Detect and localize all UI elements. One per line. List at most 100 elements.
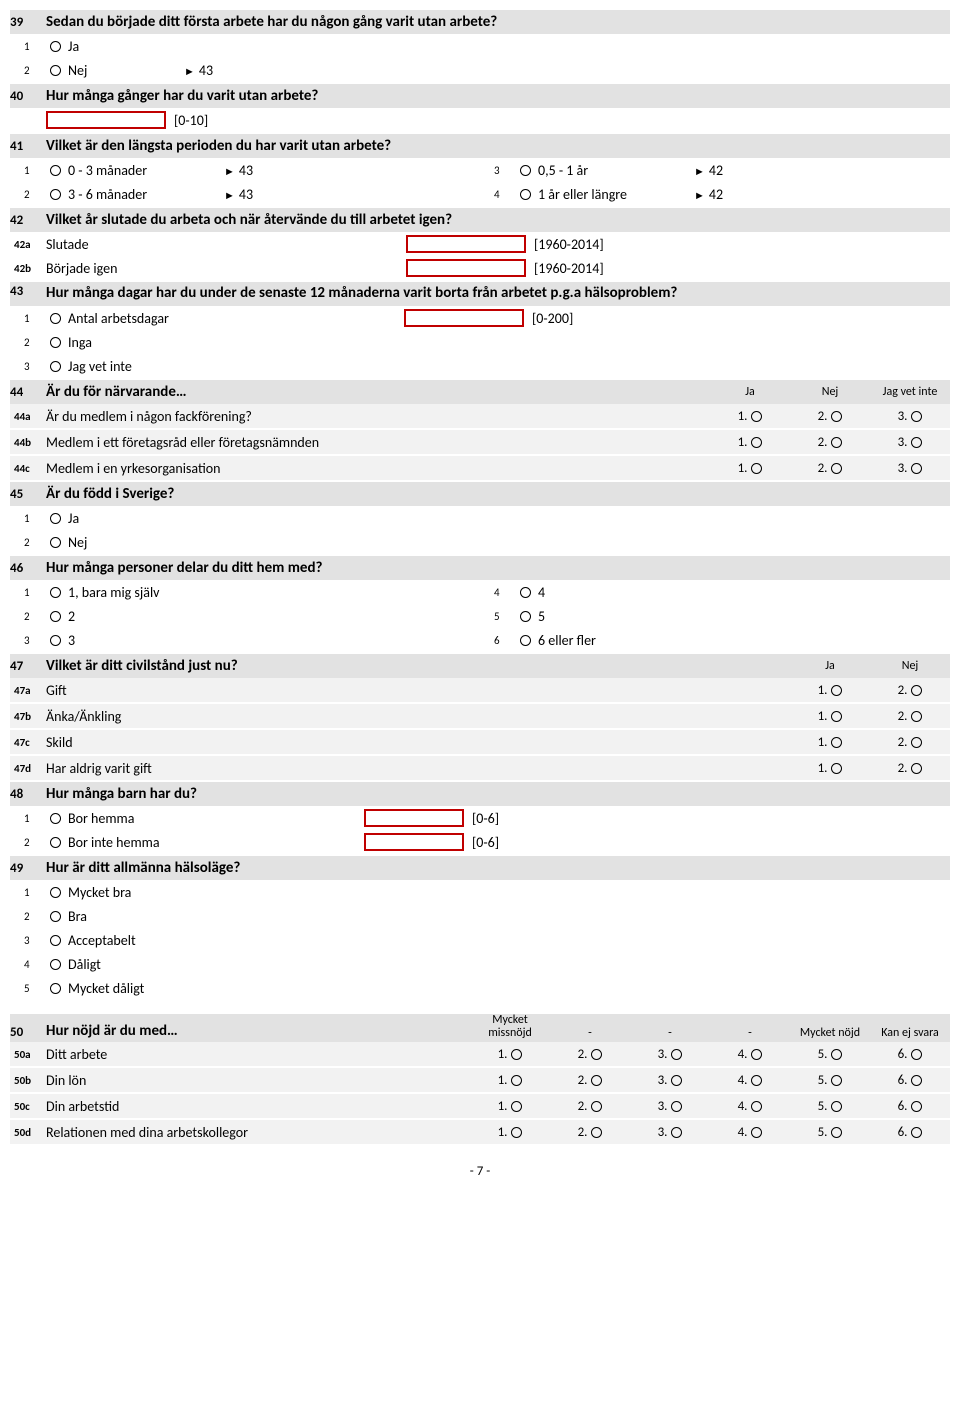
grid-cell[interactable]: 3. [870, 409, 950, 424]
grid-cell[interactable]: 5. [790, 1073, 870, 1088]
grid-cell[interactable]: 1. [470, 1099, 550, 1114]
cell-value: 2. [818, 435, 828, 450]
q42b-input[interactable] [406, 259, 526, 277]
grid-cell[interactable]: 2. [790, 461, 870, 476]
grid-cell[interactable]: 2. [550, 1047, 630, 1062]
grid-cell[interactable]: 1. [710, 461, 790, 476]
q42a-label: Slutade [46, 236, 406, 253]
q46-num: 46 [10, 561, 46, 576]
grid-cell[interactable]: 6. [870, 1073, 950, 1088]
q43-opt3-radio[interactable] [46, 359, 64, 373]
grid-cell[interactable]: 3. [630, 1047, 710, 1062]
opt-radio[interactable] [46, 933, 64, 947]
question-43: 43 Hur många dagar har du under de senas… [10, 282, 950, 378]
q42a-input[interactable] [406, 235, 526, 253]
q46-opt1-radio[interactable] [46, 585, 64, 599]
q43-opt1-radio[interactable] [46, 311, 64, 325]
q48-opt1-radio[interactable] [46, 811, 64, 825]
grid-cell[interactable]: 5. [790, 1047, 870, 1062]
grid-cell[interactable]: 1. [790, 709, 870, 724]
grid-cell[interactable]: 1. [790, 735, 870, 750]
q45-opt1-radio[interactable] [46, 511, 64, 525]
q39-opt1-radio[interactable] [46, 39, 64, 53]
opt-num: 2 [10, 910, 46, 923]
grid-cell[interactable]: 2. [550, 1073, 630, 1088]
grid-cell[interactable]: 4. [710, 1073, 790, 1088]
grid-cell[interactable]: 1. [470, 1047, 550, 1062]
q48-opt1-input[interactable] [364, 809, 464, 827]
grid-cell[interactable]: 3. [630, 1099, 710, 1114]
q48-opt2-input[interactable] [364, 833, 464, 851]
q50-hdr-4: Mycket nöjd [790, 1026, 870, 1040]
question-39: 39 Sedan du började ditt första arbete h… [10, 10, 950, 82]
q41-opt2-radio[interactable] [46, 187, 64, 201]
q41-opt3-radio[interactable] [516, 163, 534, 177]
q40-hint: [0-10] [174, 112, 208, 129]
q39-opt1-label: Ja [64, 38, 950, 55]
opt-radio[interactable] [46, 981, 64, 995]
grid-cell[interactable]: 2. [870, 735, 950, 750]
grid-cell[interactable]: 2. [790, 409, 870, 424]
cell-value: 2. [578, 1099, 588, 1114]
grid-cell[interactable]: 1. [790, 761, 870, 776]
grid-cell[interactable]: 1. [470, 1125, 550, 1140]
grid-cell[interactable]: 2. [790, 435, 870, 450]
grid-cell[interactable]: 1. [710, 409, 790, 424]
grid-cell[interactable]: 2. [870, 709, 950, 724]
q46-opt3-radio[interactable] [46, 633, 64, 647]
grid-cell[interactable]: 3. [870, 461, 950, 476]
grid-cell[interactable]: 3. [870, 435, 950, 450]
grid-cell[interactable]: 4. [710, 1125, 790, 1140]
grid-cell[interactable]: 6. [870, 1125, 950, 1140]
grid-cell[interactable]: 5. [790, 1099, 870, 1114]
grid-row: 47dHar aldrig varit gift1.2. [10, 756, 950, 780]
q43-opt3-num: 3 [10, 360, 46, 373]
q41-opt1-radio[interactable] [46, 163, 64, 177]
q42b-num: 42b [10, 262, 46, 275]
grid-cell[interactable]: 3. [630, 1125, 710, 1140]
grid-cell[interactable]: 6. [870, 1099, 950, 1114]
question-48: 48 Hur många barn har du? 1 Bor hemma [0… [10, 782, 950, 854]
q48-opt2-num: 2 [10, 836, 46, 849]
cell-value: 1. [498, 1073, 508, 1088]
grid-cell[interactable]: 4. [710, 1099, 790, 1114]
q46-opt6-radio[interactable] [516, 633, 534, 647]
row-num: 44c [10, 462, 46, 475]
q46-opt4-radio[interactable] [516, 585, 534, 599]
q46-opt2-label: 2 [64, 608, 480, 625]
q40-input[interactable] [46, 111, 166, 129]
q50-text: Hur nöjd är du med… [46, 1022, 470, 1040]
grid-cell[interactable]: 2. [550, 1099, 630, 1114]
q46-opt6-label: 6 eller fler [534, 632, 950, 649]
grid-cell[interactable]: 4. [710, 1047, 790, 1062]
q46-opt5-radio[interactable] [516, 609, 534, 623]
cell-value: 3. [658, 1047, 668, 1062]
q39-opt2-radio[interactable] [46, 63, 64, 77]
cell-value: 2. [818, 409, 828, 424]
grid-cell[interactable]: 6. [870, 1047, 950, 1062]
opt-radio[interactable] [46, 909, 64, 923]
q46-opt2-num: 2 [10, 610, 46, 623]
q41-opt4-radio[interactable] [516, 187, 534, 201]
grid-row: 50bDin lön1.2.3.4.5.6. [10, 1068, 950, 1092]
opt-radio[interactable] [46, 957, 64, 971]
q43-opt1-input[interactable] [404, 309, 524, 327]
opt-radio[interactable] [46, 885, 64, 899]
q39-text: Sedan du började ditt första arbete har … [46, 13, 497, 31]
q48-opt2-radio[interactable] [46, 835, 64, 849]
grid-cell[interactable]: 3. [630, 1073, 710, 1088]
grid-cell[interactable]: 2. [550, 1125, 630, 1140]
grid-cell[interactable]: 2. [870, 683, 950, 698]
cell-value: 2. [898, 709, 908, 724]
q46-opt2-radio[interactable] [46, 609, 64, 623]
q43-opt2-radio[interactable] [46, 335, 64, 349]
grid-cell[interactable]: 1. [710, 435, 790, 450]
q43-opt1-hint: [0-200] [532, 310, 573, 327]
grid-cell[interactable]: 1. [470, 1073, 550, 1088]
q41-opt2-label: 3 - 6 månader [64, 186, 224, 203]
grid-cell[interactable]: 1. [790, 683, 870, 698]
q45-opt2-radio[interactable] [46, 535, 64, 549]
q41-opt1-label: 0 - 3 månader [64, 162, 224, 179]
grid-cell[interactable]: 5. [790, 1125, 870, 1140]
grid-cell[interactable]: 2. [870, 761, 950, 776]
